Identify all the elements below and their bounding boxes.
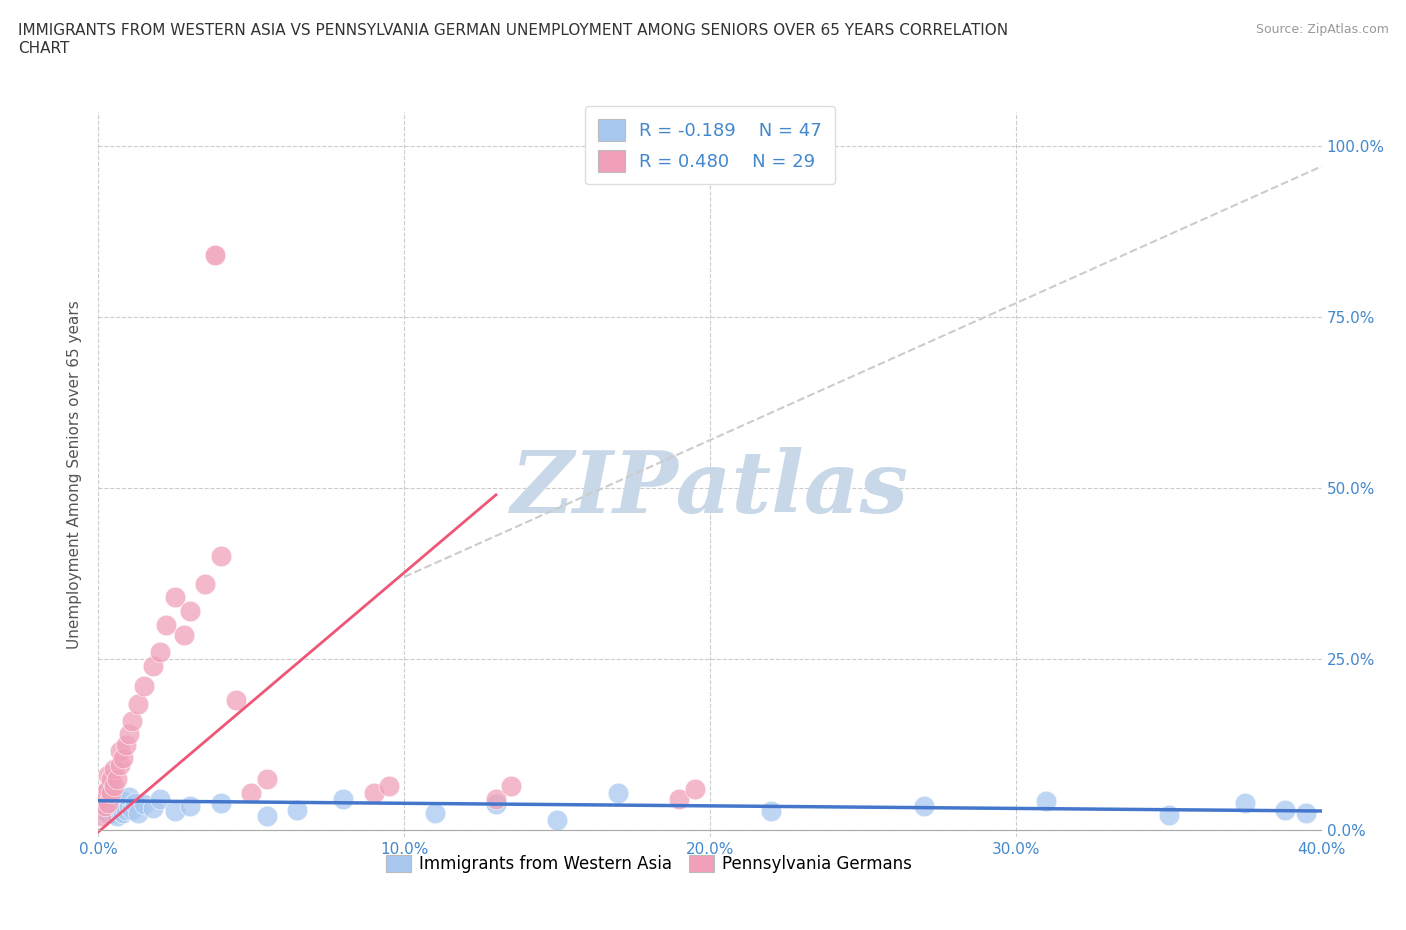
Text: IMMIGRANTS FROM WESTERN ASIA VS PENNSYLVANIA GERMAN UNEMPLOYMENT AMONG SENIORS O: IMMIGRANTS FROM WESTERN ASIA VS PENNSYLV…: [18, 23, 1008, 56]
Point: [204, 248, 226, 263]
Point: [111, 751, 134, 765]
Point: [100, 803, 122, 817]
Point: [108, 758, 131, 773]
Point: [134, 797, 156, 812]
Point: [97, 789, 120, 804]
Point: [115, 803, 138, 817]
Point: [173, 628, 195, 643]
Point: [501, 778, 523, 793]
Point: [163, 804, 186, 818]
Point: [118, 727, 141, 742]
Point: [607, 785, 630, 800]
Point: [103, 761, 125, 776]
Point: [97, 781, 120, 796]
Point: [256, 771, 278, 786]
Point: [179, 799, 201, 814]
Point: [1274, 803, 1296, 817]
Text: ZIPatlas: ZIPatlas: [510, 447, 910, 530]
Legend: Immigrants from Western Asia, Pennsylvania Germans: Immigrants from Western Asia, Pennsylvan…: [380, 848, 918, 880]
Point: [103, 790, 125, 804]
Point: [332, 792, 354, 807]
Point: [485, 797, 508, 812]
Point: [1157, 807, 1180, 822]
Point: [142, 658, 165, 673]
Point: [103, 805, 125, 820]
Point: [93, 785, 115, 800]
Point: [1234, 795, 1257, 810]
Point: [97, 805, 120, 820]
Point: [108, 804, 131, 818]
Point: [668, 792, 690, 807]
Point: [179, 604, 201, 618]
Point: [105, 809, 128, 824]
Point: [256, 809, 278, 824]
Point: [97, 795, 120, 810]
Point: [93, 795, 115, 810]
Point: [1035, 794, 1057, 809]
Point: [683, 781, 706, 796]
Point: [118, 799, 141, 814]
Point: [111, 805, 134, 820]
Point: [105, 792, 128, 807]
Point: [127, 697, 149, 711]
Point: [100, 771, 122, 786]
Point: [124, 795, 146, 810]
Point: [121, 803, 143, 817]
Point: [105, 799, 128, 814]
Point: [127, 805, 149, 820]
Point: [759, 804, 782, 818]
Point: [90, 792, 112, 807]
Point: [90, 792, 112, 807]
Point: [194, 577, 217, 591]
Point: [100, 785, 122, 800]
Point: [108, 797, 131, 812]
Point: [105, 771, 128, 786]
Point: [285, 803, 308, 817]
Point: [155, 618, 177, 632]
Point: [93, 785, 115, 800]
Point: [111, 794, 134, 809]
Point: [90, 799, 112, 814]
Point: [225, 693, 247, 708]
Point: [100, 795, 122, 810]
Point: [134, 679, 156, 694]
Point: [108, 744, 131, 759]
Point: [103, 797, 125, 812]
Point: [546, 813, 568, 828]
Point: [97, 799, 120, 814]
Point: [121, 713, 143, 728]
Point: [90, 809, 112, 824]
Point: [103, 778, 125, 793]
Point: [142, 801, 165, 816]
Point: [240, 785, 263, 800]
Point: [378, 778, 401, 793]
Text: Source: ZipAtlas.com: Source: ZipAtlas.com: [1256, 23, 1389, 36]
Point: [485, 792, 508, 807]
Point: [115, 737, 138, 752]
Y-axis label: Unemployment Among Seniors over 65 years: Unemployment Among Seniors over 65 years: [67, 300, 83, 649]
Point: [149, 644, 172, 659]
Point: [1295, 805, 1317, 820]
Point: [118, 790, 141, 804]
Point: [912, 799, 935, 814]
Point: [100, 781, 122, 796]
Point: [93, 803, 115, 817]
Point: [209, 795, 232, 810]
Point: [93, 799, 115, 814]
Point: [423, 805, 446, 820]
Point: [149, 792, 172, 807]
Point: [163, 590, 186, 604]
Point: [97, 768, 120, 783]
Point: [363, 785, 385, 800]
Point: [209, 549, 232, 564]
